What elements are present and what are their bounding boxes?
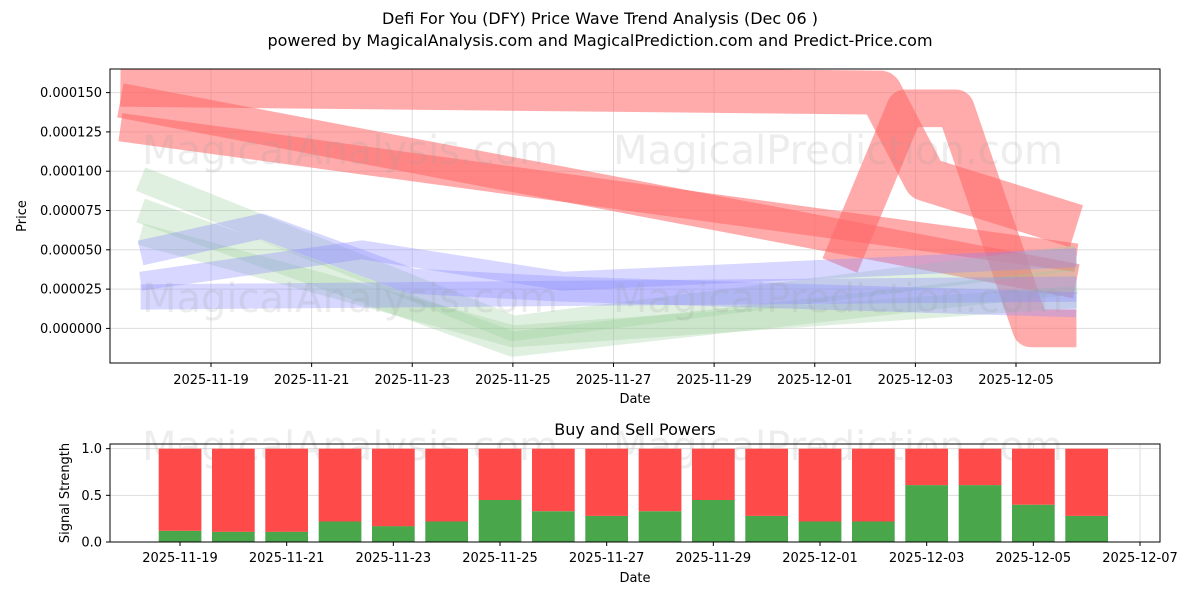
wave-band-green-wave-1: [135, 167, 1078, 341]
buy-bar: [745, 515, 788, 542]
sell-bar: [852, 448, 895, 522]
buy-bar: [1065, 515, 1108, 542]
bottom-x-tick-label: 2025-11-27: [569, 551, 645, 566]
watermark: MagicalAnalysis.com: [142, 276, 558, 322]
top-x-tick-label: 2025-11-23: [374, 373, 450, 388]
top-x-axis-label: Date: [619, 392, 650, 407]
bottom-x-tick-label: 2025-11-25: [462, 551, 538, 566]
sell-bar: [745, 448, 788, 516]
bottom-axes: 2025-11-19 2025-11-21 2025-11-23 2025-11-25…: [58, 420, 1178, 586]
wave-band-green-wave-2: [136, 198, 1078, 357]
wave-band-blue-wave-2: [139, 240, 1077, 291]
sell-bar: [532, 448, 575, 512]
sell-bar: [372, 448, 415, 527]
sell-bar: [1065, 448, 1108, 516]
sell-bar: [585, 448, 628, 516]
buy-bar: [478, 500, 522, 542]
wave-bands: [117, 69, 1083, 357]
top-axes: 2025-11-19 2025-11-21 2025-11-23 2025-11-25…: [15, 86, 1054, 407]
top-plot-frame: [109, 68, 1161, 364]
bottom-y-tick-label: 1.0: [81, 442, 102, 457]
bottom-y-axis-label: Signal Strength: [58, 443, 73, 543]
bottom-y-tick-label: 0.0: [81, 536, 102, 551]
watermark: MagicalPrediction.com: [613, 128, 1063, 174]
bottom-plot-frame: [109, 443, 1161, 543]
top-x-tick-label: 2025-12-03: [878, 373, 954, 388]
buy-bar: [905, 485, 948, 542]
sell-bar: [905, 448, 948, 486]
bottom-x-tick-label: 2025-11-23: [356, 551, 432, 566]
bottom-chart-title: Buy and Sell Powers: [554, 420, 716, 439]
bottom-x-tick-label: 2025-11-21: [249, 551, 325, 566]
wave-band-red-wave-4: [822, 89, 1077, 348]
wave-band-red-wave-3: [118, 113, 1079, 272]
sell-bar: [318, 448, 362, 522]
wave-band-green-wave-3: [137, 223, 1078, 348]
top-y-tick-label: 0.000050: [40, 243, 102, 258]
top-y-tick-label: 0.000125: [40, 125, 102, 140]
top-y-tick-label: 0.000150: [40, 86, 102, 101]
buy-bar: [1012, 504, 1055, 542]
top-x-tick-label: 2025-12-01: [777, 373, 853, 388]
watermark: MagicalPrediction.com: [613, 276, 1063, 322]
watermark: MagicalAnalysis.com: [142, 128, 558, 174]
chart-subtitle: powered by MagicalAnalysis.com and Magic…: [267, 31, 933, 50]
top-y-tick-label: 0.000025: [40, 283, 102, 298]
buy-bar: [158, 530, 202, 542]
top-x-tick-label: 2025-11-25: [475, 373, 551, 388]
top-x-tick-label: 2025-11-29: [676, 373, 752, 388]
buy-bar: [958, 485, 1002, 542]
buy-sell-bars: [158, 448, 1108, 542]
bottom-y-tick-label: 0.5: [81, 489, 102, 504]
buy-bar: [372, 526, 415, 542]
bottom-x-tick-label: 2025-12-03: [889, 551, 965, 566]
top-x-tick-label: 2025-11-21: [274, 373, 350, 388]
sell-bar: [1012, 448, 1055, 505]
top-y-tick-label: 0.000075: [40, 204, 102, 219]
buy-bar: [532, 511, 575, 542]
wave-band-blue-wave-1: [137, 213, 1077, 318]
bottom-x-tick-label: 2025-12-01: [782, 551, 858, 566]
top-y-axis-label: Price: [15, 200, 30, 232]
top-y-tick-label: 0.000100: [40, 165, 102, 180]
top-x-tick-label: 2025-12-05: [978, 373, 1054, 388]
buy-bar: [692, 500, 735, 542]
bottom-x-axis-label: Date: [619, 571, 650, 586]
sell-bar: [158, 448, 202, 531]
buy-bar: [638, 511, 682, 542]
top-watermarks: MagicalAnalysis.com MagicalPrediction.com…: [142, 128, 1063, 322]
sell-bar: [425, 448, 468, 522]
top-x-tick-label: 2025-11-27: [576, 373, 652, 388]
top-x-tick-label: 2025-11-19: [173, 373, 249, 388]
top-y-tick-label: 0.000000: [40, 322, 102, 337]
bottom-x-tick-label: 2025-12-07: [1102, 551, 1178, 566]
sell-bar: [958, 448, 1002, 486]
sell-bar: [692, 448, 735, 500]
buy-bar: [318, 521, 362, 542]
buy-bar: [852, 521, 895, 542]
buy-bar: [585, 515, 628, 542]
bottom-x-tick-label: 2025-11-19: [142, 551, 218, 566]
sell-bar: [265, 448, 308, 532]
buy-bar: [212, 531, 255, 542]
buy-bar: [265, 531, 308, 542]
wave-band-blue-wave-3: [140, 276, 1077, 310]
sell-bar: [212, 448, 255, 532]
bottom-x-tick-label: 2025-11-29: [676, 551, 752, 566]
sell-bar: [638, 448, 682, 512]
sell-bar: [798, 448, 842, 522]
chart-title: Defi For You (DFY) Price Wave Trend Anal…: [382, 9, 818, 28]
buy-bar: [798, 521, 842, 542]
buy-bar: [425, 521, 468, 542]
bottom-x-tick-label: 2025-12-05: [996, 551, 1072, 566]
sell-bar: [478, 448, 522, 500]
